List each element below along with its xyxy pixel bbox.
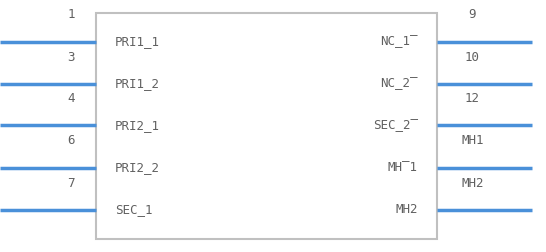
Text: 4: 4 [67, 92, 75, 105]
Text: 12: 12 [465, 92, 480, 105]
Text: 7: 7 [67, 176, 75, 190]
Text: SEC_1: SEC_1 [115, 203, 152, 216]
Text: 1: 1 [67, 8, 75, 21]
Text: MH̅1: MH̅1 [388, 161, 418, 174]
Text: 3: 3 [67, 50, 75, 64]
Text: NC_2̅: NC_2̅ [380, 77, 418, 90]
Text: MH1: MH1 [461, 134, 484, 147]
Text: 10: 10 [465, 50, 480, 64]
Text: 6: 6 [67, 134, 75, 147]
Text: PRI2_2: PRI2_2 [115, 161, 159, 174]
Text: PRI1_1: PRI1_1 [115, 35, 159, 48]
Text: PRI2_1: PRI2_1 [115, 119, 159, 132]
Bar [96, 13, 437, 239]
Text: 9: 9 [468, 8, 476, 21]
Text: SEC_2̅: SEC_2̅ [373, 119, 418, 132]
Text: NC_1̅: NC_1̅ [380, 35, 418, 48]
Text: MH2: MH2 [395, 203, 418, 216]
Text: PRI1_2: PRI1_2 [115, 77, 159, 90]
Text: MH2: MH2 [461, 176, 484, 190]
